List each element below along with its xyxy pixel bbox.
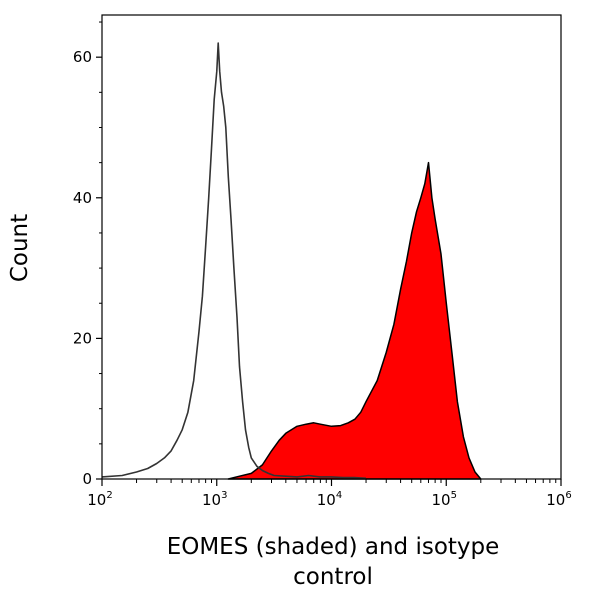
x-tick-label: 102 <box>87 490 112 509</box>
y-tick-label: 20 <box>73 329 92 347</box>
y-tick-label: 40 <box>73 189 92 207</box>
x-tick-label: 105 <box>432 490 457 509</box>
y-axis-title: Count <box>7 214 33 282</box>
series-layer <box>101 42 482 480</box>
series-0-filled-histogram <box>227 161 482 480</box>
x-tick-label: 106 <box>546 490 571 509</box>
tick-layer <box>96 21 562 486</box>
x-axis-title-line-1: EOMES (shaded) and isotype <box>167 534 500 560</box>
x-tick-label: 104 <box>317 490 342 509</box>
y-tick-label: 60 <box>73 48 92 66</box>
x-axis-title-line-2: control <box>293 564 373 590</box>
x-tick-label: 103 <box>202 490 227 509</box>
series-1-outline-histogram <box>101 42 367 480</box>
y-tick-label: 0 <box>82 470 92 488</box>
label-layer: 0 20 40 60 102 103 104 105 106 <box>73 48 572 509</box>
